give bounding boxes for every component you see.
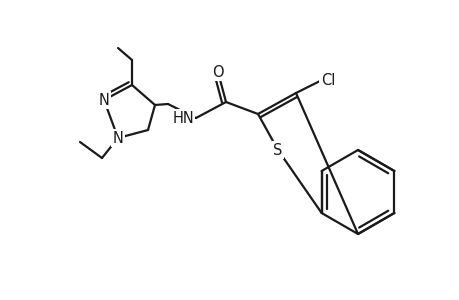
Text: Cl: Cl [320, 73, 335, 88]
Text: O: O [212, 64, 224, 80]
Text: S: S [273, 142, 282, 158]
Text: N: N [98, 92, 109, 107]
Text: N: N [112, 130, 123, 146]
Text: HN: HN [172, 110, 194, 125]
